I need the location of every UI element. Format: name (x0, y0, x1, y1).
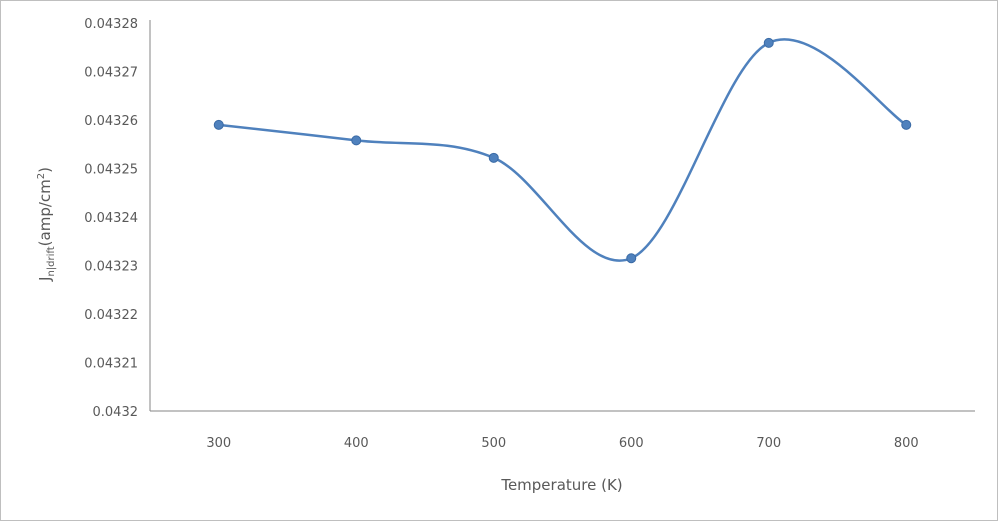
y-tick-label: 0.04322 (84, 308, 138, 323)
y-axis-title: Jn|drift(amp/cm2) (36, 167, 57, 282)
y-tick-label: 0.04326 (84, 114, 138, 129)
y-tick-labels: 0.0432 0.04321 0.04322 0.04323 0.04324 0.0432… (84, 17, 138, 420)
x-tick-label: 400 (344, 436, 369, 451)
y-tick-label: 0.04328 (84, 17, 138, 32)
y-tick-label: 0.04325 (84, 163, 138, 178)
x-tick-label: 500 (481, 436, 506, 451)
y-tick-label: 0.04324 (84, 211, 138, 226)
y-tick-label: 0.0432 (93, 405, 139, 420)
y-axis-title-main: J (36, 277, 54, 282)
y-tick-label: 0.04321 (84, 357, 138, 372)
data-point (901, 119, 912, 130)
y-tick-label: 0.04323 (84, 260, 138, 275)
data-points (213, 37, 912, 264)
x-tick-label: 300 (206, 436, 231, 451)
x-tick-label: 700 (756, 436, 781, 451)
data-point (213, 119, 224, 130)
y-tick-label: 0.04327 (84, 66, 138, 81)
x-tick-labels: 300 400 500 600 700 800 (206, 436, 918, 451)
data-point (626, 253, 637, 264)
data-point (488, 152, 499, 163)
axes (149, 20, 975, 412)
y-axis-title-superscript: 2 (36, 173, 47, 179)
y-axis-title-close: ) (36, 167, 54, 173)
data-point (763, 37, 774, 48)
y-axis-title-subscript: n|drift (46, 246, 57, 276)
data-point (351, 135, 362, 146)
x-tick-label: 600 (619, 436, 644, 451)
y-axis-title-unit: (amp/cm (36, 179, 54, 246)
series-line (217, 38, 908, 262)
x-tick-label: 800 (894, 436, 919, 451)
x-axis-title: Temperature (K) (500, 476, 622, 494)
